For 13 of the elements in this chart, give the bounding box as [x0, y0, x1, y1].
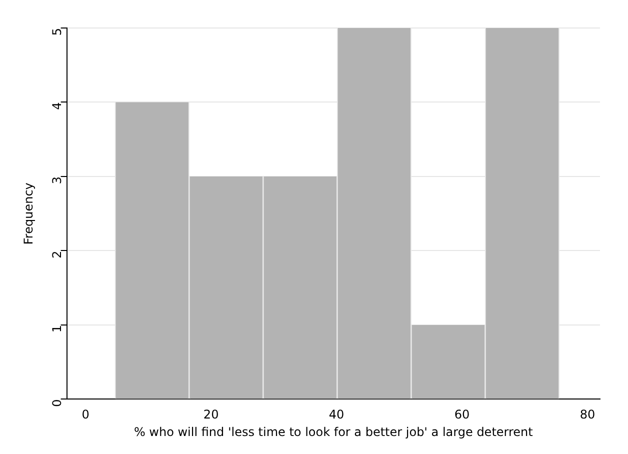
y-axis-title: Frequency [21, 182, 36, 245]
y-tick-label: 3 [50, 176, 64, 184]
y-tick-label: 2 [50, 250, 64, 258]
y-tick-label: 1 [50, 324, 64, 333]
x-tick-label: 80 [580, 408, 596, 422]
x-tick-label: 0 [82, 408, 90, 422]
x-tick-label: 60 [454, 408, 470, 422]
y-tick-label: 4 [50, 102, 64, 110]
x-axis-title: % who will find 'less time to look for a better job' a large deterrent [134, 424, 534, 439]
y-tick-label: 0 [50, 399, 64, 407]
y-tick-label: 5 [50, 28, 64, 36]
x-tick-label: 20 [203, 408, 219, 422]
x-tick-label: 40 [328, 408, 344, 422]
